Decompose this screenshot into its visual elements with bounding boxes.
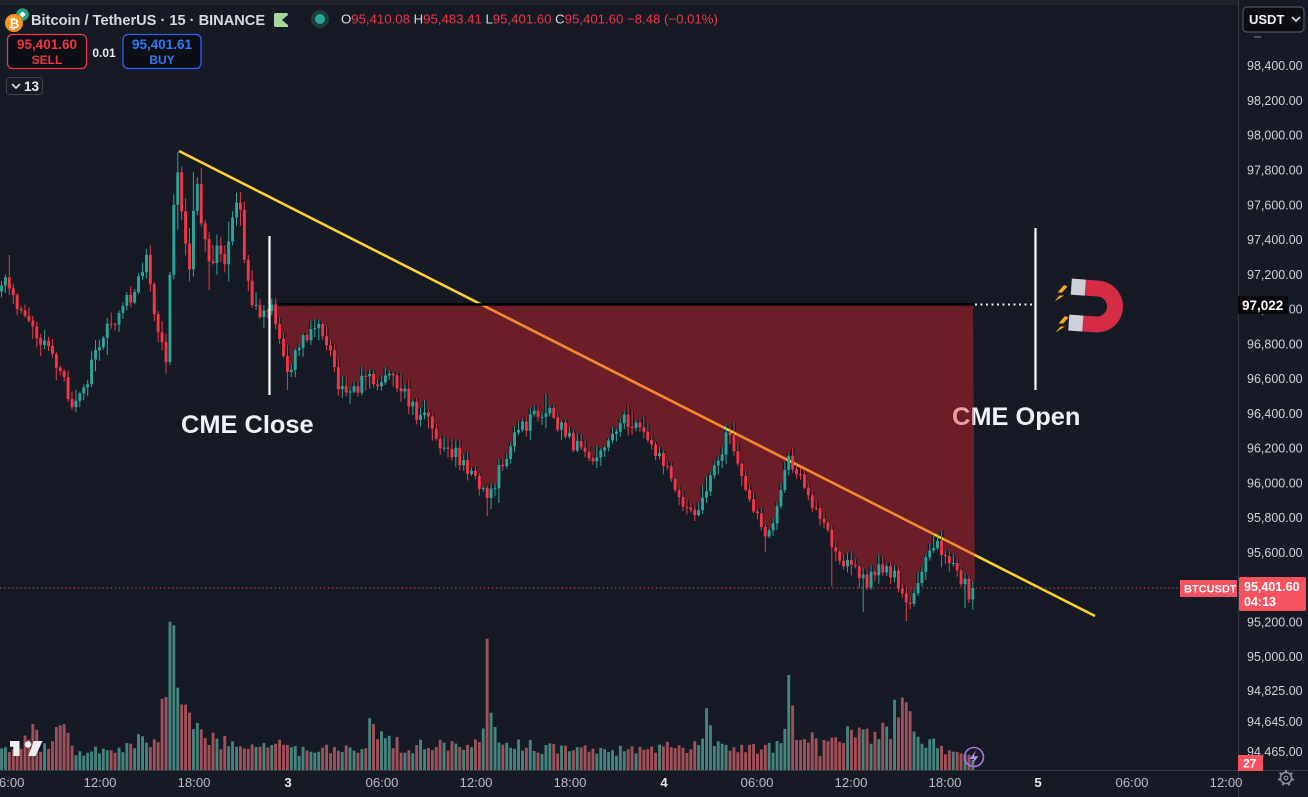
svg-text:97,600.00: 97,600.00 [1247, 198, 1303, 212]
svg-text:12:00: 12:00 [834, 775, 867, 790]
svg-text:96,600.00: 96,600.00 [1247, 372, 1303, 386]
svg-text:06:00: 06:00 [1115, 775, 1148, 790]
svg-text:04:13: 04:13 [1244, 595, 1276, 609]
svg-text:98,400.00: 98,400.00 [1247, 59, 1303, 73]
svg-text:13: 13 [24, 79, 40, 94]
svg-text:BTCUSDT: BTCUSDT [1184, 584, 1237, 596]
svg-text:96,000.00: 96,000.00 [1247, 476, 1303, 490]
svg-text:0.01: 0.01 [92, 46, 116, 60]
svg-text:12:00: 12:00 [459, 775, 492, 790]
svg-text:98,000.00: 98,000.00 [1247, 129, 1303, 143]
svg-text:94,645.00: 94,645.00 [1247, 715, 1303, 729]
svg-text:USDT: USDT [1249, 12, 1284, 27]
svg-text:3: 3 [284, 775, 291, 790]
svg-text:12:00: 12:00 [1209, 775, 1242, 790]
svg-text:18:00: 18:00 [177, 775, 210, 790]
svg-text:BUY: BUY [149, 53, 174, 67]
svg-text:O95,410.08 H95,483.41 L95,401.: O95,410.08 H95,483.41 L95,401.60 C95,401… [341, 12, 718, 27]
svg-text:95,200.00: 95,200.00 [1247, 615, 1303, 629]
svg-text:98,200.00: 98,200.00 [1247, 94, 1303, 108]
svg-text:CME Open: CME Open [952, 403, 1080, 431]
svg-text:18:00: 18:00 [553, 775, 586, 790]
svg-text:95,401.61: 95,401.61 [132, 37, 193, 52]
svg-text:CME Close: CME Close [181, 411, 314, 439]
svg-text:SELL: SELL [32, 53, 63, 67]
svg-text:06:00: 06:00 [0, 775, 25, 790]
svg-text:97,200.00: 97,200.00 [1247, 268, 1303, 282]
svg-text:97,800.00: 97,800.00 [1247, 164, 1303, 178]
svg-text:95,401.60: 95,401.60 [17, 37, 77, 52]
svg-text:27: 27 [1243, 757, 1257, 771]
svg-text:96,800.00: 96,800.00 [1247, 337, 1303, 351]
svg-text:₿: ₿ [9, 16, 20, 31]
svg-text:Bitcoin / TetherUS · 15 · BINA: Bitcoin / TetherUS · 15 · BINANCE [31, 13, 265, 29]
svg-text:06:00: 06:00 [740, 775, 773, 790]
svg-text:97,400.00: 97,400.00 [1247, 233, 1303, 247]
svg-text:96,400.00: 96,400.00 [1247, 407, 1303, 421]
svg-text:95,401.60: 95,401.60 [1244, 580, 1300, 594]
svg-text:95,600.00: 95,600.00 [1247, 546, 1303, 560]
svg-text:96,200.00: 96,200.00 [1247, 442, 1303, 456]
svg-text:95,800.00: 95,800.00 [1247, 511, 1303, 525]
svg-text:4: 4 [660, 775, 668, 790]
svg-text:18:00: 18:00 [928, 775, 961, 790]
svg-text:97,022: 97,022 [1242, 298, 1283, 313]
svg-text:5: 5 [1034, 775, 1041, 790]
svg-text:12:00: 12:00 [83, 775, 116, 790]
svg-text:06:00: 06:00 [365, 775, 398, 790]
svg-text:94,825.00: 94,825.00 [1247, 684, 1303, 698]
svg-text:95,000.00: 95,000.00 [1247, 650, 1303, 664]
